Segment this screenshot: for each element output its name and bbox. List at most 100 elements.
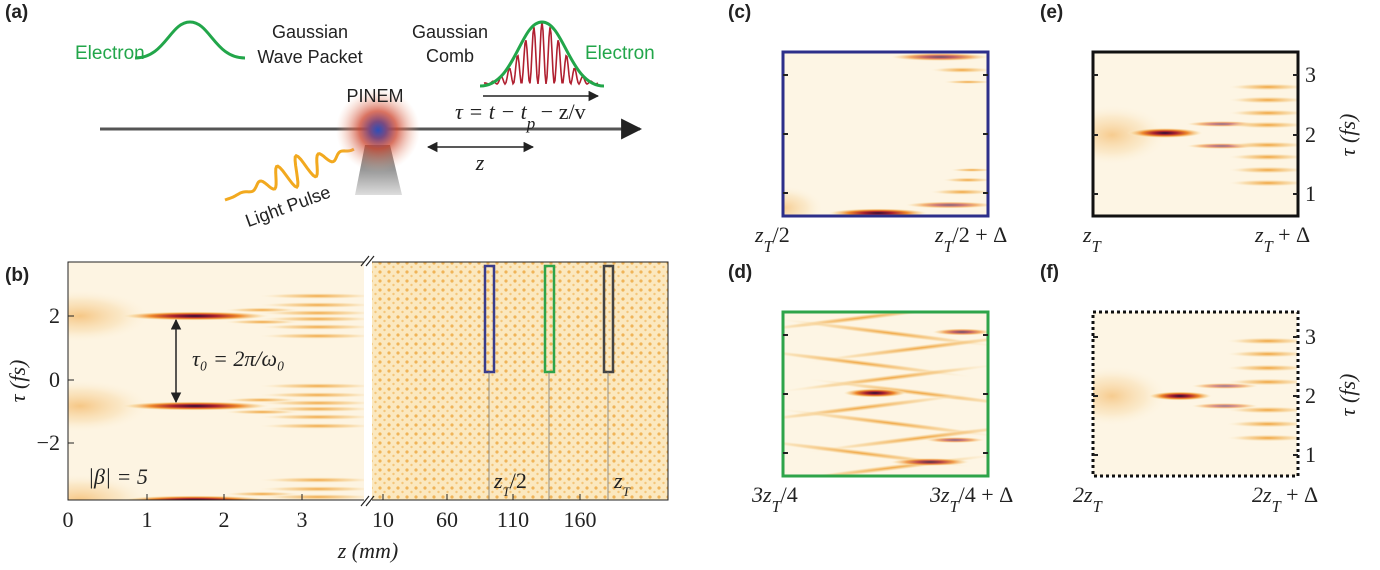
intensity-streak [783,312,975,333]
label: 0 [49,367,60,392]
label: z [475,150,485,175]
intensity-streak [1226,364,1297,372]
zoom-box [602,264,615,374]
heatmap [1093,52,1297,216]
intensity-streak [925,437,985,443]
intensity-streak [224,319,300,325]
label: 60 [436,507,458,532]
label: 2 [219,507,230,532]
math-label: zT [1082,222,1103,256]
math-label: 3zT/4 + Δ [929,482,1013,516]
intensity-streak [1148,391,1212,401]
intensity-streak [1228,83,1297,91]
intensity-streak [930,189,988,195]
label: τ (fs) [1335,114,1360,157]
label: (c) [728,2,751,23]
intensity-streak [120,311,270,321]
intensity-streak [258,517,378,523]
intensity-streak [805,378,988,408]
plot-frame [1091,310,1300,478]
intensity-streak [1226,434,1297,442]
label-main: z [754,222,764,247]
intensity-streak [890,53,988,61]
label: 110 [497,507,529,532]
intensity-streak [828,208,928,216]
intensity-streak [258,392,368,398]
intensity-streak [258,486,368,492]
subscript: T [772,497,783,516]
intensity-streak [783,408,988,438]
intensity-streak [783,348,975,378]
intensity-streak [258,414,368,420]
label-main: z [1082,222,1092,247]
intensity-streak [120,401,270,411]
label-main: 3z [929,482,950,507]
intensity-streak [932,328,988,336]
label-main: z [613,468,623,493]
break-mark [360,255,375,507]
intensity-streak [224,504,300,509]
label: 3 [1305,324,1316,349]
intensity-streak [258,508,378,514]
intensity-streak [224,491,300,497]
intensity-streak [930,67,988,73]
math-label: 3zT/4 [751,482,798,516]
intensity-streak [224,397,300,403]
math-label: zT/2 [754,222,790,256]
label: Electron [75,43,145,64]
label-rest: /2 [510,468,527,493]
zoom-box [483,264,496,374]
heatmap-bg [783,52,988,216]
label: Gaussian [272,22,348,42]
intensity-streak [224,307,300,313]
intensity-streak [905,201,988,209]
axis-break [364,254,372,508]
intensity-streak [1226,420,1297,428]
label: 2 [1305,122,1316,147]
heatmap [1093,312,1297,476]
label: 10 [372,507,394,532]
label: 2 [49,303,60,328]
intensity-streak [890,458,970,466]
intensity-streak [1127,128,1203,138]
label: 3 [1305,62,1316,87]
intensity-streak [68,474,150,500]
subscript: T [944,237,955,256]
label: 2 [1305,383,1316,408]
intensity-streak [943,80,988,84]
subscript: T [1092,237,1103,256]
label: Comb [426,46,474,66]
intensity-streak [1093,366,1167,426]
label: Gaussian [412,22,488,42]
label: 3 [297,507,308,532]
intensity-streak [1226,350,1297,358]
label-rest: − z/v [535,99,585,124]
intensity-streak [783,318,988,348]
label-rest: /4 [781,482,798,507]
math-label: zT/2 [493,468,527,499]
wave-packet [134,20,246,60]
math-label: 2zT + Δ [1252,482,1318,516]
label-main: z [1254,222,1264,247]
label-main: z [493,468,503,493]
label-rest: /4 + Δ [959,482,1014,507]
label: |β| = 5 [88,464,148,489]
subscript: T [623,484,631,499]
heatmap [783,312,988,476]
label: 1 [1305,442,1316,467]
label-main: z [934,222,944,247]
subscript: T [1272,497,1283,516]
intensity-streak [68,290,150,342]
intensity-streak [1228,121,1297,129]
label: 1 [142,507,153,532]
label: 160 [564,507,597,532]
intensity-streak [1228,96,1297,104]
intensity-streak [1228,179,1297,187]
label: 1 [1305,181,1316,206]
interaction-glow [336,88,420,172]
intensity-streak [1228,153,1297,161]
content: (a) Electron Gaussian Wave Packet Gaussian Co… [5,2,1360,563]
light-pulse [224,147,355,202]
intensity-streak [1226,378,1297,386]
label-rest: /2 [773,222,790,247]
